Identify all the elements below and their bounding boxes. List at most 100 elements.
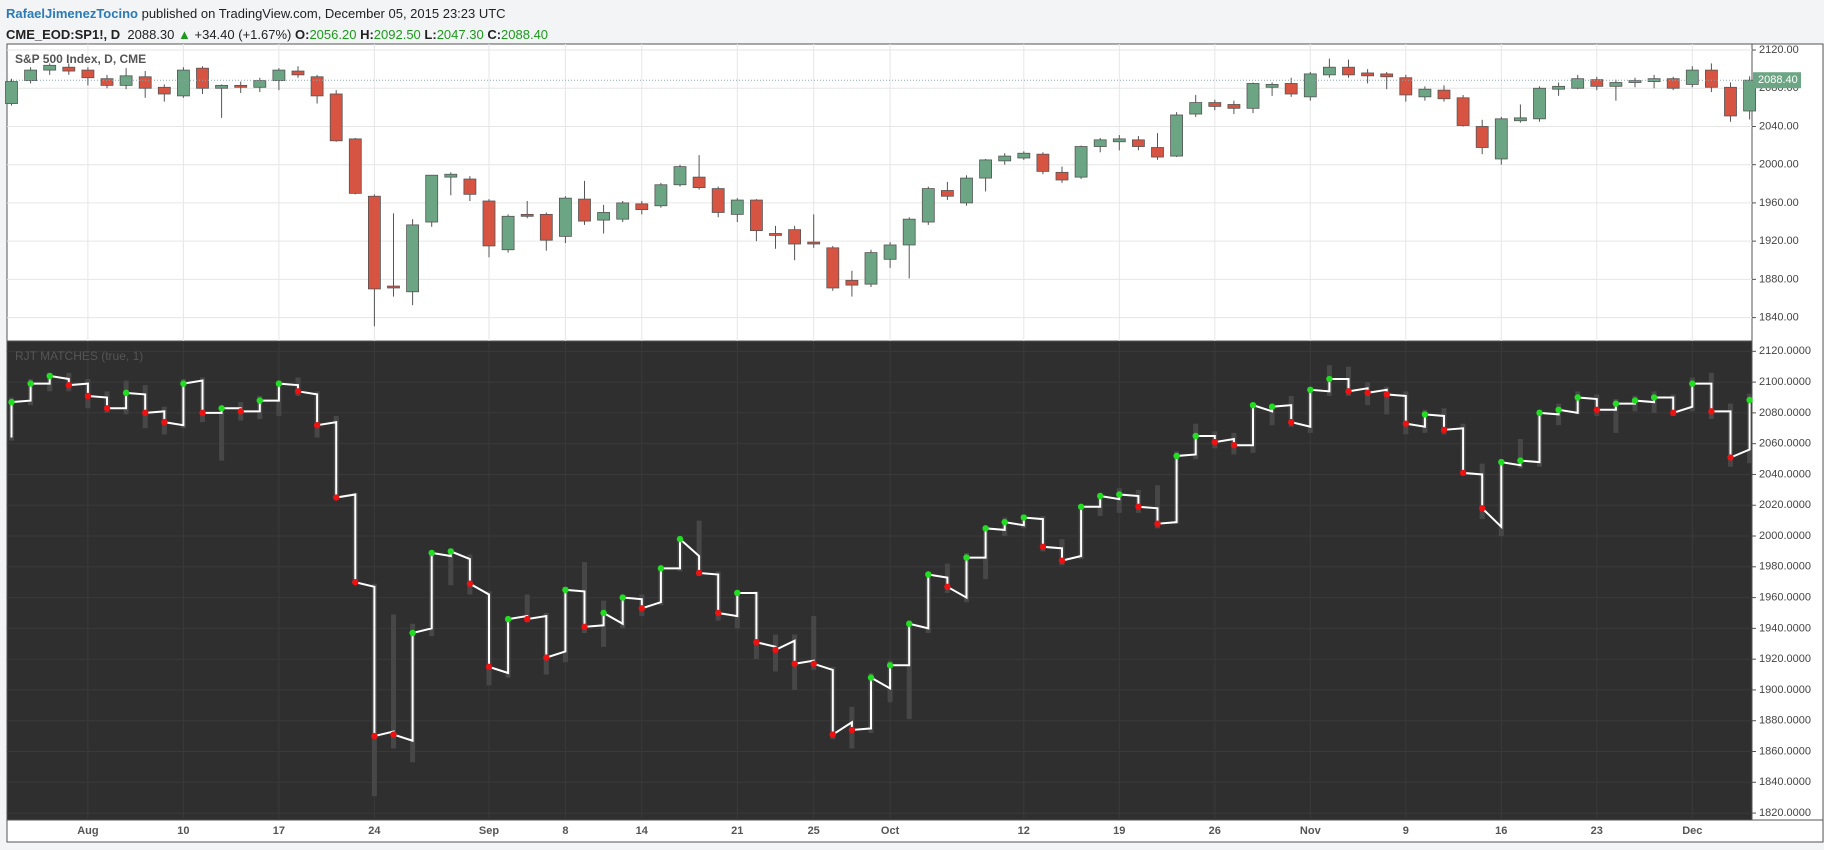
candle-body: [1418, 88, 1432, 98]
candle-body: [291, 70, 305, 76]
match-dot: [161, 418, 168, 426]
candle-body: [406, 224, 420, 293]
candle-body: [157, 86, 171, 95]
x-tick-label: 10: [177, 825, 189, 837]
candle-body: [1609, 82, 1623, 87]
candle-body: [730, 199, 744, 215]
change: +34.40 (+1.67%): [194, 27, 292, 42]
match-dot: [65, 381, 73, 389]
candle-body: [769, 233, 782, 236]
candle-body: [1705, 69, 1718, 88]
match-dot: [1364, 389, 1371, 397]
y-tick-label: 1980.0000: [1759, 561, 1811, 573]
candle-body: [444, 173, 458, 178]
candle-body: [1437, 89, 1451, 100]
match-dot: [275, 380, 283, 387]
y-tick-label: 2000.0000: [1759, 530, 1811, 542]
x-tick-label: 25: [808, 825, 820, 837]
candle-body: [1265, 84, 1279, 88]
candle-body: [807, 241, 821, 245]
match-dot: [906, 620, 913, 627]
x-tick-label: 21: [731, 825, 743, 837]
candle-body: [1666, 78, 1680, 89]
candle-body: [425, 174, 439, 223]
candle-body: [1284, 83, 1298, 95]
match-dot: [1593, 406, 1601, 414]
y-tick-label: 2040.0000: [1759, 468, 1811, 480]
y-tick-label: 2100.0000: [1759, 376, 1811, 388]
x-tick-label: 23: [1591, 825, 1603, 837]
candle-body: [482, 200, 496, 247]
match-dot: [466, 580, 474, 587]
match-dot: [925, 571, 932, 578]
match-dot: [1555, 406, 1562, 414]
match-dot: [84, 392, 92, 400]
x-tick-label: 14: [636, 825, 649, 837]
match-dot: [695, 569, 703, 577]
match-dot: [103, 405, 111, 412]
y-tick-label: 1960.0000: [1759, 591, 1811, 603]
candle-body: [711, 188, 725, 213]
match-dot: [1383, 391, 1390, 398]
candle-body: [539, 213, 553, 241]
author[interactable]: RafaelJimenezTocino: [6, 6, 138, 21]
match-dot: [1631, 397, 1639, 404]
candle-body: [43, 64, 57, 71]
candle-body: [234, 84, 248, 88]
match-dot: [1727, 454, 1734, 461]
match-dot: [1650, 394, 1658, 401]
candle-body: [1170, 114, 1183, 157]
y-tick-label: 2040.00: [1759, 120, 1799, 132]
publish-line: RafaelJimenezTocino published on Trading…: [6, 3, 548, 24]
candle-body: [348, 138, 362, 194]
match-dot: [867, 674, 875, 681]
quote-line: CME_EOD:SP1!, D 2088.30 ▲ +34.40 (+1.67%…: [6, 24, 548, 45]
candle-body: [883, 244, 897, 260]
ohlc-value: 2056.20: [309, 27, 357, 42]
ohlc-label: C:: [487, 27, 502, 42]
match-dot: [581, 623, 588, 631]
candle-body: [272, 69, 286, 81]
candle-body: [902, 218, 916, 246]
candle-body: [100, 78, 114, 86]
match-dot: [1288, 418, 1295, 426]
candle-body: [1112, 138, 1126, 143]
candle-body: [845, 279, 859, 286]
y-tick-label: 1880.00: [1759, 273, 1799, 285]
match-dot: [1097, 492, 1104, 500]
symbol: CME_EOD:SP1!, D: [6, 27, 121, 42]
candle-body: [119, 75, 133, 86]
match-dot: [1001, 518, 1008, 526]
match-dot: [1689, 380, 1696, 387]
match-dot: [504, 615, 512, 623]
y-tick-label: 1840.00: [1759, 311, 1799, 323]
match-dot: [428, 549, 435, 557]
match-dot: [734, 589, 741, 597]
candle-body: [597, 212, 610, 221]
match-dot: [1268, 403, 1276, 410]
match-dot: [313, 421, 321, 429]
match-dot: [562, 586, 569, 594]
match-dot: [218, 405, 225, 412]
plot-background: [6, 340, 1753, 821]
candle-body: [1628, 80, 1642, 83]
match-dot: [409, 629, 416, 637]
candle-body: [673, 166, 687, 186]
candle-body: [1361, 72, 1374, 77]
candle-body: [1208, 102, 1222, 107]
published: published on TradingView.com, December 0…: [141, 6, 506, 21]
candle-body: [176, 69, 190, 97]
y-tick-label: 1920.00: [1759, 235, 1799, 247]
candle-body: [826, 247, 840, 289]
match-dot: [1039, 543, 1047, 550]
match-dot: [1517, 457, 1524, 464]
match-dot: [791, 660, 798, 667]
y-tick-label: 1920.0000: [1759, 653, 1811, 665]
candle-body: [1323, 66, 1336, 76]
candle-body: [960, 177, 973, 204]
candle-body: [1017, 152, 1031, 159]
y-tick-label: 1820.0000: [1759, 807, 1811, 819]
candle-body: [692, 176, 706, 189]
match-dot: [142, 409, 149, 417]
